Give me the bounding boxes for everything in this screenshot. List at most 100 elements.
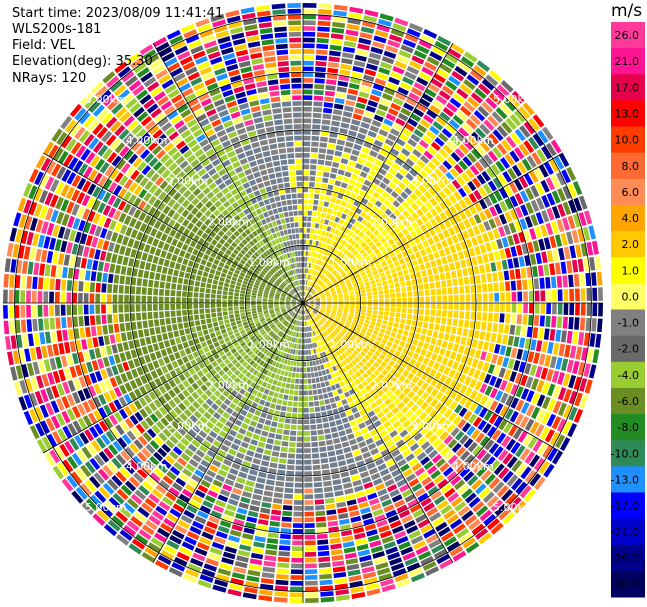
range-gate xyxy=(363,481,374,490)
range-gate xyxy=(307,314,310,320)
range-gate xyxy=(190,326,196,333)
range-gate xyxy=(257,307,262,311)
range-gate xyxy=(309,413,316,419)
range-gate xyxy=(320,297,326,300)
range-gate xyxy=(150,263,157,272)
range-gate xyxy=(520,388,530,400)
range-gate xyxy=(360,271,367,277)
range-gate xyxy=(313,107,323,113)
range-gate xyxy=(456,232,465,242)
range-gate xyxy=(360,427,369,435)
range-gate xyxy=(245,303,250,307)
range-gate xyxy=(222,311,228,316)
range-gate xyxy=(386,325,393,331)
range-gate xyxy=(330,126,339,133)
range-gate xyxy=(343,446,352,454)
range-gate xyxy=(372,478,383,486)
range-gate xyxy=(272,341,278,347)
range-gate xyxy=(344,307,349,310)
range-gate xyxy=(568,274,574,288)
range-gate xyxy=(338,368,344,375)
range-gate xyxy=(536,380,545,393)
range-gate xyxy=(73,268,80,280)
range-gate xyxy=(321,299,326,301)
range-gate xyxy=(344,371,351,378)
range-gate xyxy=(450,427,460,438)
range-gate xyxy=(79,327,86,339)
range-gate xyxy=(423,415,432,425)
range-gate xyxy=(332,241,338,247)
range-gate xyxy=(20,290,26,303)
range-gate xyxy=(156,527,170,538)
range-gate xyxy=(91,360,99,371)
range-gate xyxy=(23,410,34,426)
range-gate xyxy=(170,420,180,430)
range-gate xyxy=(105,430,116,443)
range-gate xyxy=(267,344,272,350)
range-gate xyxy=(297,413,303,419)
range-gate xyxy=(286,307,292,310)
range-gate xyxy=(337,251,343,257)
range-gate xyxy=(411,375,420,384)
range-gate xyxy=(192,454,202,463)
range-gate xyxy=(283,429,290,435)
range-gate xyxy=(251,308,257,312)
range-gate xyxy=(383,334,390,340)
range-gate xyxy=(62,459,74,473)
range-gate xyxy=(421,66,435,77)
range-gate xyxy=(187,291,193,298)
range-gate xyxy=(431,45,446,57)
range-gate xyxy=(236,555,249,563)
range-gate xyxy=(172,482,183,492)
range-gate xyxy=(359,32,373,40)
range-gate xyxy=(90,326,97,337)
range-gate xyxy=(177,343,184,351)
range-gate xyxy=(471,339,478,349)
range-gate xyxy=(107,314,113,324)
range-gate xyxy=(288,317,293,322)
range-gate xyxy=(560,358,569,372)
range-gate xyxy=(129,295,135,303)
range-gate xyxy=(463,276,470,285)
range-gate xyxy=(373,377,381,384)
range-gate xyxy=(199,298,204,303)
range-gate xyxy=(568,316,574,330)
range-gate xyxy=(441,256,448,265)
range-gate xyxy=(161,365,169,374)
range-gate xyxy=(131,368,139,379)
range-gate xyxy=(415,327,422,334)
range-gate xyxy=(330,288,336,293)
range-gate xyxy=(317,550,330,557)
range-gate xyxy=(308,263,312,268)
range-gate xyxy=(297,425,303,430)
range-gate xyxy=(299,315,302,321)
range-gate xyxy=(453,286,459,294)
range-gate xyxy=(323,363,328,369)
range-gate xyxy=(429,104,441,115)
range-gate xyxy=(372,393,380,401)
range-gate xyxy=(62,425,73,439)
range-gate xyxy=(197,330,204,337)
range-gate xyxy=(306,268,309,274)
range-gate xyxy=(297,350,301,355)
range-gate xyxy=(422,240,430,248)
range-gate xyxy=(428,449,439,459)
range-gate xyxy=(353,316,359,321)
range-gate xyxy=(451,70,465,82)
range-gate xyxy=(361,226,369,234)
range-gate xyxy=(598,287,603,301)
range-gate xyxy=(286,316,291,321)
range-gate xyxy=(357,255,364,262)
range-gate xyxy=(294,477,303,482)
range-gate xyxy=(415,271,422,278)
range-gate xyxy=(452,361,460,370)
range-gate xyxy=(109,263,116,274)
range-gate xyxy=(414,251,422,259)
range-gate xyxy=(237,372,245,380)
range-gate xyxy=(290,378,296,384)
range-gate xyxy=(291,301,297,303)
range-gate xyxy=(124,313,130,322)
range-gate xyxy=(366,248,373,255)
range-gate xyxy=(304,327,307,332)
range-gate xyxy=(270,372,276,379)
